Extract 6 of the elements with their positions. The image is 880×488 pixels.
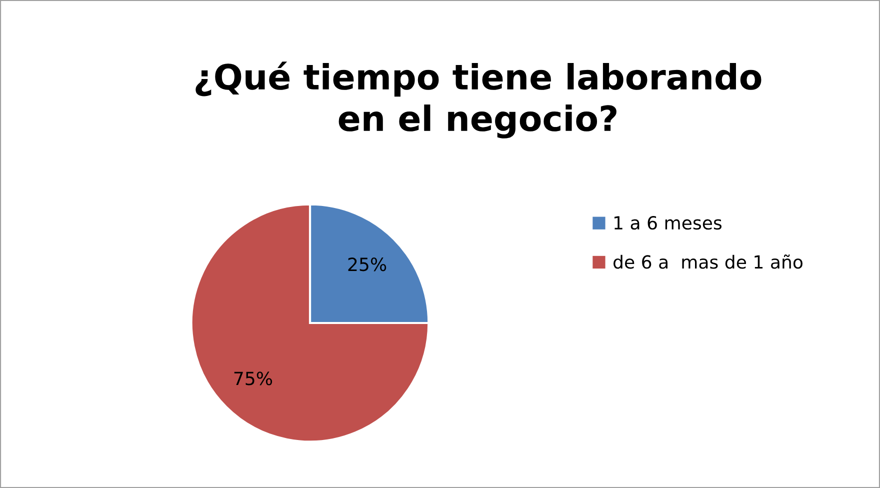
legend-label: 1 a 6 meses xyxy=(614,216,722,230)
chart-title: ¿Qué tiempo tiene laborando en el negocio? xyxy=(196,62,762,138)
legend-label: de 6 a mas de 1 año xyxy=(614,254,802,269)
data-label: 75% xyxy=(234,372,272,386)
data-label: 25% xyxy=(348,258,386,272)
pie-slice xyxy=(190,203,430,443)
